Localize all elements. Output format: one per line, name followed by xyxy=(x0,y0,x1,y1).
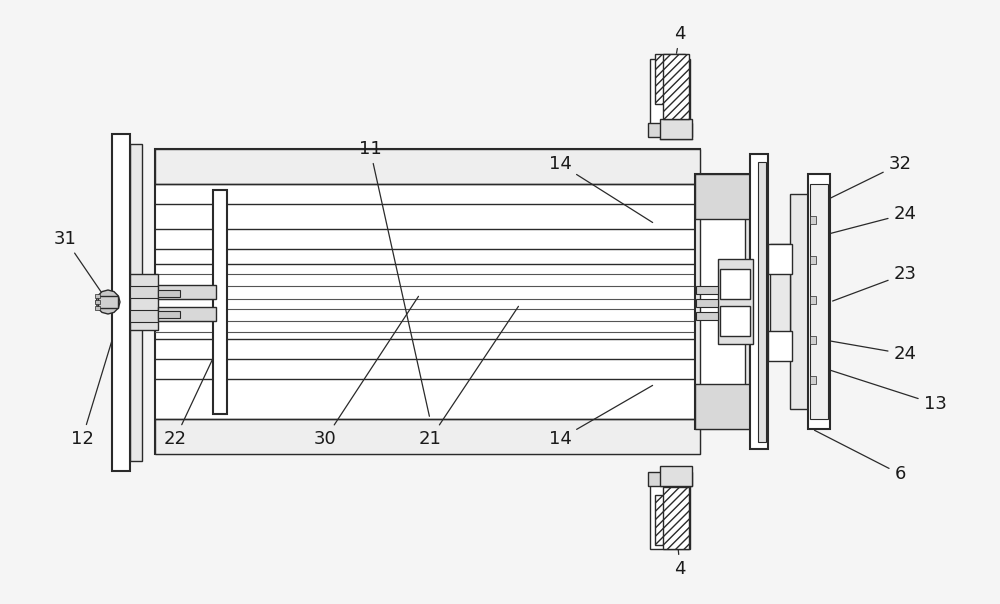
Bar xyxy=(750,154,768,449)
Bar xyxy=(810,184,828,419)
Bar xyxy=(790,194,810,409)
Bar xyxy=(810,336,816,344)
Text: 13: 13 xyxy=(783,355,946,413)
Bar xyxy=(158,311,180,318)
Text: 22: 22 xyxy=(164,356,214,448)
Bar xyxy=(655,495,685,545)
Text: 14: 14 xyxy=(549,385,653,448)
Text: 23: 23 xyxy=(833,265,916,301)
Bar xyxy=(648,472,692,486)
Text: 32: 32 xyxy=(800,155,912,213)
Text: 14: 14 xyxy=(549,155,653,222)
Polygon shape xyxy=(96,290,120,314)
Text: 24: 24 xyxy=(793,205,916,243)
Bar xyxy=(95,300,100,304)
Bar xyxy=(758,162,766,442)
Bar xyxy=(213,190,227,414)
Bar xyxy=(695,384,750,429)
Bar xyxy=(768,331,792,361)
Bar xyxy=(810,296,816,304)
Bar xyxy=(720,306,750,336)
Bar xyxy=(696,299,718,307)
Bar xyxy=(155,149,700,454)
Bar xyxy=(720,269,750,299)
Bar xyxy=(695,174,750,429)
Bar xyxy=(700,184,745,419)
Text: 30: 30 xyxy=(314,297,418,448)
Bar xyxy=(663,54,689,119)
Bar xyxy=(660,119,692,139)
Text: 31: 31 xyxy=(54,230,106,300)
Bar xyxy=(158,307,216,321)
Bar xyxy=(650,59,690,134)
Bar xyxy=(112,134,130,471)
Bar xyxy=(155,419,700,454)
Text: 21: 21 xyxy=(419,306,518,448)
Bar xyxy=(660,466,692,486)
Bar xyxy=(95,306,100,310)
Bar xyxy=(95,294,100,298)
Bar xyxy=(810,376,816,384)
Text: 4: 4 xyxy=(674,527,686,578)
Text: 11: 11 xyxy=(359,140,429,416)
Text: 24: 24 xyxy=(793,335,916,363)
Bar xyxy=(130,310,158,322)
Bar xyxy=(155,149,700,184)
Bar xyxy=(130,144,142,461)
Bar xyxy=(696,286,718,294)
Bar xyxy=(695,174,750,219)
Bar xyxy=(810,216,816,224)
Bar xyxy=(158,290,180,297)
Bar xyxy=(648,123,692,137)
Bar xyxy=(130,286,158,298)
Bar xyxy=(650,474,690,549)
Bar xyxy=(810,256,816,264)
Text: 4: 4 xyxy=(674,25,686,53)
Bar xyxy=(718,259,753,344)
Bar xyxy=(768,244,792,274)
Text: 6: 6 xyxy=(814,430,906,483)
Bar xyxy=(663,487,689,549)
Text: 12: 12 xyxy=(71,316,119,448)
Bar xyxy=(130,274,158,330)
Bar xyxy=(655,54,685,104)
Bar xyxy=(808,174,830,429)
Bar xyxy=(98,296,118,308)
Bar xyxy=(696,312,718,320)
Bar xyxy=(158,285,216,299)
Bar xyxy=(770,244,790,359)
